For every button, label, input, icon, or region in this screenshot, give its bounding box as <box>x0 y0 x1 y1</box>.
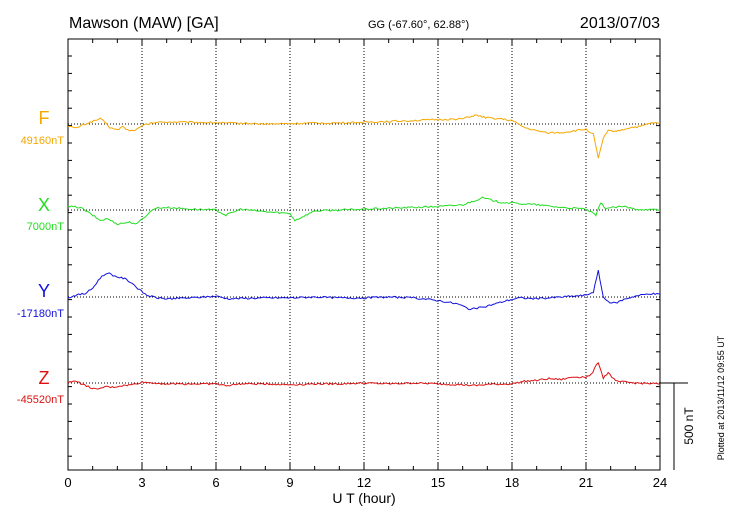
x-axis-label: U T (hour) <box>332 490 395 506</box>
scale-bar-label: 500 nT <box>682 407 696 445</box>
plotted-timestamp: Plotted at 2013/11/12 09:55 UT <box>716 335 726 460</box>
x-tick-label: 6 <box>212 475 219 490</box>
series-label-y: Y <box>38 281 50 301</box>
station-title: Mawson (MAW) [GA] <box>69 15 219 32</box>
series-line-f <box>67 114 661 159</box>
series-baseline-label-z: -45520nT <box>17 394 64 406</box>
series-label-x: X <box>38 195 50 215</box>
series-label-f: F <box>39 108 50 128</box>
x-tick-label: 15 <box>431 475 445 490</box>
series-label-z: Z <box>39 368 50 388</box>
series-labels: F 49160nT X 7000nT Y -17180nT Z -45520nT <box>17 108 64 406</box>
x-tick-label: 3 <box>138 475 145 490</box>
geographic-coordinates: GG (-67.60°, 62.88°) <box>368 19 469 31</box>
scale-bar: 500 nT <box>660 382 696 470</box>
plot-date: 2013/07/03 <box>580 15 660 32</box>
series-line-y <box>67 269 661 311</box>
series-baseline-label-y: -17180nT <box>17 308 64 320</box>
x-tick-labels: 0 3 6 9 12 15 18 21 24 <box>64 475 667 490</box>
x-tick-label: 21 <box>579 475 593 490</box>
x-tick-label: 9 <box>286 475 293 490</box>
x-tick-label: 18 <box>505 475 519 490</box>
x-tick-label: 12 <box>357 475 371 490</box>
series-line-x <box>67 196 661 226</box>
vertical-grid <box>141 39 587 470</box>
x-tick-label: 24 <box>653 475 667 490</box>
frame-ticks <box>67 39 661 470</box>
series-lines <box>67 114 661 390</box>
x-tick-label: 0 <box>64 475 71 490</box>
series-line-z <box>67 362 661 390</box>
series-baseline-label-x: 7000nT <box>27 221 65 233</box>
series-baseline-label-f: 49160nT <box>21 135 65 147</box>
